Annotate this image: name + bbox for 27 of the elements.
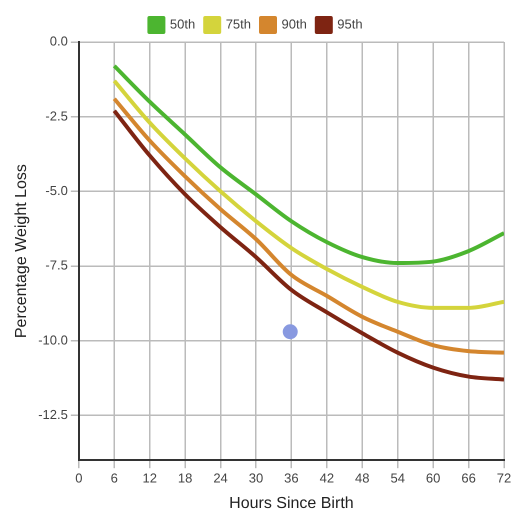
y-tick-label: -10.0 (38, 332, 68, 348)
x-tick-label: 24 (213, 470, 228, 486)
y-tick-label: -2.5 (45, 108, 68, 124)
x-tick-label: 18 (178, 470, 192, 486)
x-tick-label: 6 (110, 470, 118, 486)
x-tick-label: 42 (320, 470, 334, 486)
x-tick-label: 54 (390, 470, 405, 486)
legend-label: 75th (226, 16, 252, 32)
line-series (112, 64, 504, 266)
line-series (112, 78, 504, 310)
legend-label: 90th (282, 16, 307, 32)
legend-label: 50th (170, 16, 196, 32)
y-tick-label: -12.5 (38, 406, 68, 422)
x-tick-label: 72 (496, 470, 512, 486)
y-tick-label: -5.0 (45, 182, 68, 198)
x-tick-label: 12 (142, 470, 157, 486)
y-axis-title: Percentage Weight Loss (13, 164, 30, 338)
legend-label: 95th (337, 16, 363, 32)
y-tick-label: 0.0 (50, 34, 68, 49)
x-tick-label: 36 (284, 470, 299, 486)
y-tick-label: -7.5 (45, 258, 68, 273)
x-tick-label: 30 (248, 470, 264, 486)
x-tick-label: 0 (75, 470, 82, 486)
x-tick-label: 48 (355, 470, 370, 486)
x-tick-label: 66 (461, 470, 476, 486)
x-tick-label: 60 (426, 470, 440, 486)
x-axis-title: Hours Since Birth (229, 494, 354, 512)
